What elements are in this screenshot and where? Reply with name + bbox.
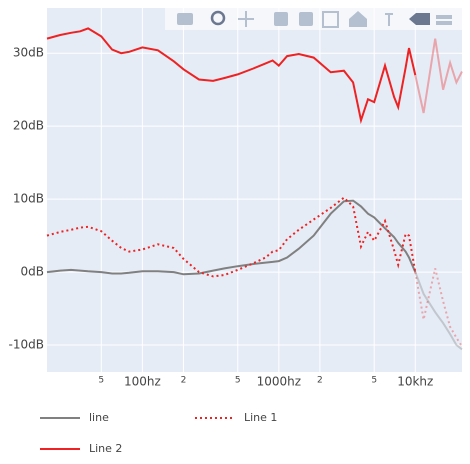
series-line: [46, 27, 417, 125]
pan-button[interactable]: [238, 11, 254, 27]
series-line: [46, 199, 417, 276]
legend-label: Line 1: [244, 411, 277, 424]
y-tick-label: 10dB: [13, 192, 44, 206]
x-minor-tick-label: 5: [98, 376, 104, 386]
legend-label: Line 2: [89, 442, 122, 455]
y-tick-label: -10dB: [9, 338, 44, 352]
autoscale-button[interactable]: [322, 11, 339, 28]
x-minor-tick-label: 5: [235, 376, 241, 386]
lines: [46, 27, 463, 351]
zoom-out-button[interactable]: [299, 12, 313, 26]
y-tick-label: 30dB: [13, 46, 44, 60]
reset-button[interactable]: [349, 11, 367, 27]
legend: line Line 1 Line 2: [40, 411, 277, 455]
legend-label: line: [89, 411, 109, 424]
y-tick-label: 0dB: [21, 265, 44, 279]
zoom-button[interactable]: [210, 10, 226, 26]
modebar: [165, 8, 462, 30]
grid: [47, 8, 462, 372]
x-minor-tick-label: 5: [371, 376, 377, 386]
x-tick-label: 100hz: [124, 375, 161, 389]
plot-area: [47, 8, 462, 372]
x-tick-label: 1000hz: [257, 375, 301, 389]
x-tick-label: 10khz: [397, 375, 433, 389]
series-line-faded: [414, 38, 463, 114]
camera-button[interactable]: [177, 13, 193, 25]
spike-button[interactable]: [385, 13, 393, 26]
hover-compare-button[interactable]: [436, 15, 452, 25]
y-tick-label: 20dB: [13, 119, 44, 133]
series-line: [46, 196, 417, 278]
hover-closest-button[interactable]: [409, 13, 430, 25]
x-minor-tick-label: 2: [181, 376, 187, 386]
zoom-in-button[interactable]: [274, 12, 288, 26]
series-line-faded: [414, 271, 463, 351]
x-minor-tick-label: 2: [317, 376, 323, 386]
